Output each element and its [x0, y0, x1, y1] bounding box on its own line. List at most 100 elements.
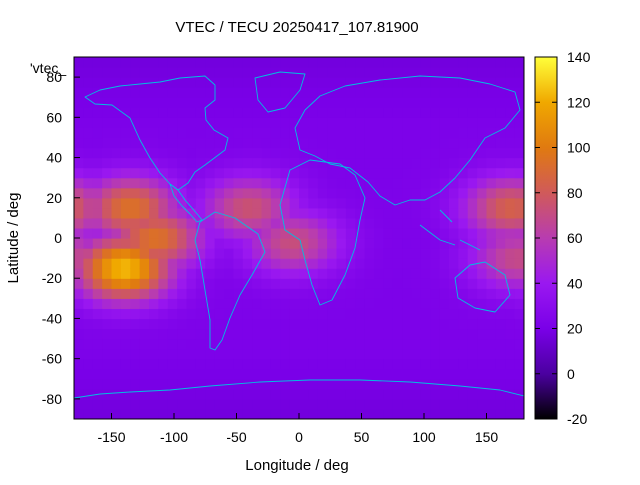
heatmap-cell: [299, 147, 309, 159]
heatmap-cell: [430, 248, 441, 259]
heatmap-cell: [430, 258, 441, 269]
heatmap-cell: [261, 308, 272, 320]
heatmap-cell: [505, 258, 516, 269]
heatmap-cell: [261, 258, 272, 269]
heatmap-cell: [83, 127, 94, 139]
heatmap-cell: [261, 388, 272, 400]
heatmap-cell: [149, 308, 159, 320]
heatmap-cell: [308, 268, 319, 279]
heatmap-cell: [83, 117, 94, 128]
heatmap-cell: [102, 298, 113, 309]
heatmap-cell: [495, 358, 506, 370]
heatmap-cell: [439, 167, 450, 179]
heatmap-cell: [195, 57, 206, 68]
heatmap-cell: [308, 207, 319, 219]
heatmap-cell: [317, 368, 328, 380]
heatmap-cell: [139, 348, 150, 360]
heatmap-cell: [289, 238, 300, 249]
heatmap-cell: [327, 348, 338, 360]
heatmap-cell: [486, 127, 497, 139]
heatmap-cell: [430, 187, 441, 199]
heatmap-cell: [224, 107, 234, 118]
heatmap-cell: [280, 248, 291, 259]
heatmap-cell: [130, 87, 141, 98]
heatmap-cell: [289, 288, 300, 299]
heatmap-cell: [74, 97, 84, 108]
heatmap-cell: [289, 217, 300, 229]
heatmap-cell: [83, 368, 94, 380]
heatmap-cell: [345, 227, 356, 239]
heatmap-cell: [120, 207, 131, 219]
heatmap-cell: [364, 308, 375, 320]
heatmap-cell: [139, 358, 150, 370]
heatmap-cell: [308, 107, 319, 118]
heatmap-cell: [327, 408, 338, 419]
heatmap-cell: [336, 197, 347, 209]
heatmap-cell: [345, 388, 356, 400]
heatmap-cell: [505, 288, 516, 299]
heatmap-cell: [495, 388, 506, 400]
heatmap-cell: [149, 217, 159, 229]
heatmap-cell: [449, 308, 459, 320]
heatmap-cell: [120, 408, 131, 419]
heatmap-cell: [289, 87, 300, 98]
heatmap-cell: [383, 117, 394, 128]
heatmap-cell: [149, 227, 159, 239]
heatmap-cells: [74, 57, 524, 419]
heatmap-cell: [252, 67, 263, 78]
heatmap-cell: [83, 147, 94, 159]
heatmap-cell: [495, 298, 506, 309]
heatmap-cell: [280, 308, 291, 320]
heatmap-cell: [477, 378, 488, 390]
heatmap-cell: [458, 378, 469, 390]
heatmap-cell: [289, 77, 300, 88]
heatmap-cell: [224, 348, 234, 360]
y-tick-label: -80: [42, 391, 62, 407]
heatmap-cell: [355, 117, 366, 128]
heatmap-cell: [317, 378, 328, 390]
heatmap-cell: [308, 217, 319, 229]
heatmap-cell: [167, 288, 178, 299]
heatmap-cell: [392, 77, 403, 88]
heatmap-cell: [355, 308, 366, 320]
heatmap-cell: [233, 107, 244, 118]
heatmap-cell: [495, 258, 506, 269]
heatmap-cell: [495, 77, 506, 88]
heatmap-cell: [289, 298, 300, 309]
heatmap-cell: [120, 187, 131, 199]
heatmap-cell: [299, 137, 309, 149]
heatmap-cell: [233, 388, 244, 400]
heatmap-cell: [186, 378, 197, 390]
heatmap-cell: [402, 177, 413, 189]
heatmap-cell: [270, 368, 281, 380]
heatmap-cell: [392, 187, 403, 199]
heatmap-cell: [364, 127, 375, 139]
heatmap-cell: [477, 358, 488, 370]
heatmap-cell: [383, 217, 394, 229]
heatmap-cell: [411, 328, 422, 340]
heatmap-cell: [458, 298, 469, 309]
heatmap-cell: [280, 187, 291, 199]
heatmap-cell: [102, 87, 113, 98]
heatmap-cell: [233, 187, 244, 199]
heatmap-cell: [355, 167, 366, 179]
heatmap-cell: [355, 378, 366, 390]
heatmap-cell: [467, 147, 478, 159]
heatmap-cell: [149, 318, 159, 330]
heatmap-cell: [477, 308, 488, 320]
heatmap-cell: [280, 127, 291, 139]
heatmap-cell: [205, 368, 216, 380]
heatmap-cell: [495, 348, 506, 360]
heatmap-cell: [364, 67, 375, 78]
heatmap-cell: [242, 77, 253, 88]
heatmap-cell: [439, 238, 450, 249]
heatmap-cell: [167, 227, 178, 239]
heatmap-cell: [383, 338, 394, 350]
heatmap-cell: [299, 288, 309, 299]
heatmap-cell: [467, 77, 478, 88]
heatmap-cell: [392, 127, 403, 139]
heatmap-cell: [280, 298, 291, 309]
heatmap-cell: [149, 368, 159, 380]
heatmap-cell: [336, 127, 347, 139]
heatmap-cell: [177, 167, 188, 179]
